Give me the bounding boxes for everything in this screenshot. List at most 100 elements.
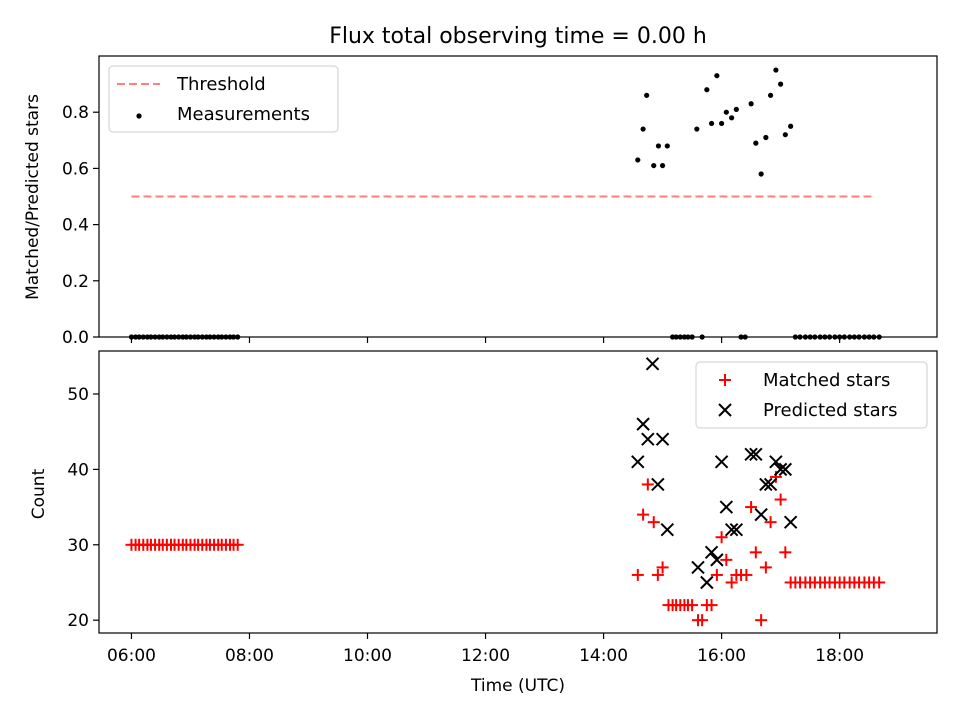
bottom-legend-box <box>695 361 928 429</box>
matched-star-point <box>755 614 768 627</box>
x-tick-label: 16:00 <box>697 646 746 666</box>
matched-star-point <box>725 576 738 589</box>
bottom-y-tick-label: 50 <box>67 385 89 405</box>
bottom-plot-area <box>125 357 886 627</box>
predicted-star-point <box>660 522 675 537</box>
top-y-tick-label: 0.2 <box>62 272 89 292</box>
predicted-star-point <box>769 455 783 469</box>
legend-measurements-label: Measurements <box>177 104 310 125</box>
x-tick-label: 06:00 <box>107 646 156 666</box>
matched-star-point <box>759 561 772 574</box>
predicted-star-point <box>700 575 714 590</box>
predicted-star-point <box>719 500 734 514</box>
bottom-y-axis: 20 30 40 50 <box>67 385 99 631</box>
matched-star-point <box>631 568 644 581</box>
matched-star-point <box>656 561 669 574</box>
x-tick-label: 18:00 <box>815 646 864 666</box>
bottom-panel: 20 30 40 50 06:00 08:00 10:00 12:00 14:00 16:00 1… <box>29 350 938 696</box>
top-legend: Threshold Measurements <box>108 65 339 133</box>
measurement-point <box>773 67 779 73</box>
legend-matched-label: Matched stars <box>763 370 890 391</box>
measurement-point <box>708 120 715 127</box>
matched-star-point <box>745 501 758 514</box>
matched-star-point <box>231 538 244 551</box>
measurement-point <box>778 81 784 87</box>
x-tick-label: 08:00 <box>225 646 274 666</box>
measurement-point <box>644 92 650 98</box>
matched-star-point <box>705 599 718 612</box>
measurement-point <box>782 132 788 138</box>
measurement-point <box>788 123 794 129</box>
measurement-point <box>651 162 657 169</box>
measurement-point <box>640 126 646 132</box>
matched-star-point <box>641 478 654 491</box>
matched-star-point <box>774 493 787 506</box>
bottom-y-tick-label: 20 <box>67 611 89 631</box>
legend-matched-swatch <box>719 374 731 386</box>
matched-star-point <box>873 576 886 589</box>
measurement-point <box>723 109 729 115</box>
top-y-tick-label: 0.6 <box>62 159 89 179</box>
top-axes-frame <box>98 55 938 338</box>
predicted-star-point <box>655 432 670 446</box>
measurement-point <box>758 171 764 177</box>
predicted-star-point <box>759 477 773 492</box>
x-tick-label: 12:00 <box>461 646 510 666</box>
measurement-point <box>729 115 735 121</box>
predicted-star-point <box>641 432 655 446</box>
matched-star-point <box>637 508 650 521</box>
predicted-star-point <box>704 545 719 560</box>
legend-predicted-swatch <box>718 403 732 417</box>
measurement-point <box>694 126 700 132</box>
bottom-axes-frame <box>98 350 938 634</box>
predicted-star-point <box>773 462 788 477</box>
bottom-legend: Matched stars Predicted stars <box>695 361 928 429</box>
matched-star-point <box>720 553 733 566</box>
predicted-star-point <box>744 447 758 462</box>
matched-star-point <box>749 546 762 559</box>
measurement-point <box>753 140 759 146</box>
predicted-star-point <box>710 553 724 567</box>
measurement-point <box>763 134 769 141</box>
matched-star-point <box>764 516 777 529</box>
matched-star-point <box>740 568 753 581</box>
matched-star-point <box>710 568 723 581</box>
predicted-star-point <box>645 357 660 371</box>
matched-star-point <box>686 599 699 612</box>
predicted-star-point <box>729 522 744 537</box>
predicted-star-point <box>724 522 739 537</box>
measurement-point <box>748 101 754 107</box>
measurement-point <box>767 92 774 98</box>
bottom-x-axis: 06:00 08:00 10:00 12:00 14:00 16:00 18:00 <box>107 633 864 666</box>
predicted-star-point <box>783 515 798 529</box>
legend-threshold-label: Threshold <box>176 74 266 95</box>
measurement-point <box>659 162 666 169</box>
measurement-point <box>718 120 725 127</box>
top-legend-box <box>108 65 339 133</box>
matched-star-point <box>715 531 728 544</box>
legend-predicted-label: Predicted stars <box>763 400 897 421</box>
predicted-star-point <box>651 477 665 492</box>
measurement-point <box>714 73 720 79</box>
matched-star-point <box>696 614 709 627</box>
bottom-y-tick-label: 40 <box>67 460 89 480</box>
matched-star-point <box>647 516 660 529</box>
chart-title: Flux total observing time = 0.00 h <box>329 24 707 49</box>
x-tick-label: 14:00 <box>579 646 628 666</box>
top-y-tick-label: 0.8 <box>62 103 89 123</box>
measurement-point <box>664 143 670 149</box>
measurement-point <box>655 143 662 149</box>
predicted-star-point <box>691 560 705 575</box>
top-y-axis: 0.0 0.2 0.4 0.6 0.8 <box>62 103 99 348</box>
top-y-axis-label: Matched/Predicted stars <box>23 94 43 300</box>
x-axis-label: Time (UTC) <box>470 676 565 696</box>
predicted-star-point <box>778 462 793 477</box>
matched-star-point <box>779 546 792 559</box>
x-tick-label: 10:00 <box>343 646 392 666</box>
predicted-star-point <box>631 455 645 469</box>
bottom-y-tick-label: 30 <box>67 536 89 556</box>
legend-measurements-swatch <box>136 113 142 119</box>
predicted-star-point <box>763 477 778 492</box>
predicted-star-point <box>749 447 763 462</box>
